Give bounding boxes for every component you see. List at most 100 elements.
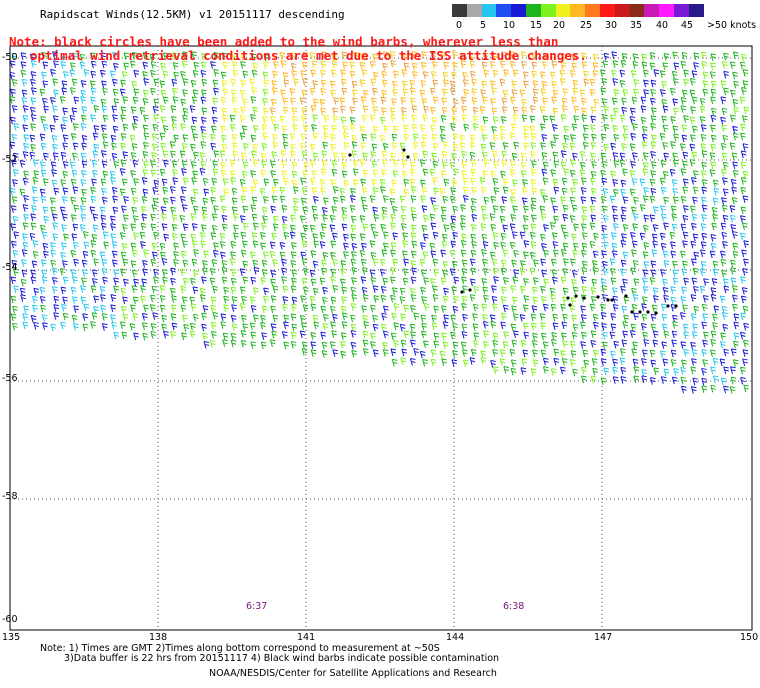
wind-barb bbox=[299, 97, 306, 105]
wind-barb bbox=[411, 105, 418, 113]
wind-barb bbox=[583, 78, 589, 87]
wind-barb bbox=[551, 269, 558, 278]
wind-barb bbox=[71, 52, 78, 61]
wind-barb bbox=[402, 240, 408, 248]
wind-barb bbox=[510, 96, 516, 105]
wind-barb bbox=[382, 349, 389, 357]
wind-barb bbox=[340, 105, 346, 114]
wind-barb bbox=[330, 133, 336, 142]
wind-barb bbox=[182, 259, 189, 268]
wind-barb bbox=[259, 232, 266, 240]
wind-barb bbox=[701, 303, 708, 312]
wind-barb bbox=[680, 168, 687, 176]
wind-barb bbox=[101, 313, 108, 321]
wind-barb bbox=[30, 97, 37, 105]
wind-barb bbox=[513, 141, 519, 150]
wind-barb bbox=[451, 286, 457, 294]
wind-barb bbox=[70, 269, 77, 277]
wind-barb bbox=[701, 367, 707, 376]
wind-barb bbox=[509, 169, 516, 177]
wind-barb bbox=[159, 168, 166, 177]
wind-barb bbox=[422, 114, 428, 122]
wind-barb bbox=[79, 205, 86, 213]
wind-barb bbox=[482, 151, 488, 160]
wind-barb bbox=[142, 151, 149, 159]
wind-barb bbox=[22, 124, 28, 132]
wind-barb bbox=[239, 286, 246, 295]
wind-barb bbox=[162, 125, 169, 133]
wind-barb bbox=[741, 115, 748, 123]
wind-barb bbox=[410, 276, 417, 285]
wind-barb bbox=[552, 205, 559, 214]
wind-barb bbox=[23, 134, 30, 142]
wind-barb bbox=[430, 124, 436, 133]
wind-barb bbox=[630, 323, 637, 332]
wind-barb bbox=[682, 260, 688, 269]
wind-barb bbox=[260, 341, 267, 350]
wind-barb bbox=[381, 70, 388, 79]
wind-barb bbox=[361, 133, 367, 142]
wind-barb bbox=[431, 116, 438, 125]
wind-barb bbox=[121, 305, 127, 314]
wind-barb bbox=[72, 142, 79, 151]
wind-barb bbox=[302, 124, 309, 132]
wind-barb bbox=[650, 323, 657, 332]
footer-note-2: 3)Data buffer is 22 hrs from 20151117 4)… bbox=[64, 653, 500, 664]
wind-barb bbox=[370, 151, 376, 159]
wind-barb bbox=[409, 357, 416, 366]
wind-barb bbox=[372, 106, 379, 114]
colorbar-label: 25 bbox=[580, 20, 593, 31]
wind-barb bbox=[521, 358, 527, 366]
wind-barb bbox=[233, 232, 239, 241]
wind-barb bbox=[512, 296, 518, 305]
wind-barb bbox=[201, 53, 207, 61]
wind-barb bbox=[610, 312, 616, 321]
wind-barb bbox=[240, 340, 247, 348]
wind-barb bbox=[130, 304, 136, 313]
wind-barb bbox=[91, 178, 97, 187]
wind-barb bbox=[483, 69, 490, 78]
wind-barb bbox=[482, 170, 488, 178]
wind-barb bbox=[192, 269, 199, 278]
wind-barb bbox=[142, 98, 149, 106]
wind-barb bbox=[531, 70, 538, 79]
wind-barb bbox=[280, 60, 287, 68]
wind-barb bbox=[150, 160, 156, 168]
wind-barb bbox=[272, 133, 278, 142]
wind-barb bbox=[662, 286, 669, 295]
wind-barb bbox=[709, 152, 716, 160]
wind-barb bbox=[301, 348, 308, 356]
wind-barb bbox=[530, 241, 537, 249]
wind-barb bbox=[230, 123, 236, 132]
wind-barb bbox=[30, 213, 36, 222]
wind-barb bbox=[43, 152, 49, 161]
wind-barb bbox=[620, 259, 627, 268]
wind-barb bbox=[110, 314, 116, 322]
wind-barb bbox=[269, 241, 276, 250]
wind-barb bbox=[143, 78, 149, 86]
wind-barb bbox=[633, 375, 639, 384]
wind-barb bbox=[60, 53, 67, 61]
wind-barb bbox=[331, 124, 337, 133]
wind-barb bbox=[360, 196, 367, 205]
wind-barb bbox=[543, 249, 549, 258]
wind-barb bbox=[341, 213, 348, 222]
wind-barb bbox=[512, 114, 519, 122]
wind-barb bbox=[210, 142, 217, 151]
wind-barb bbox=[470, 197, 477, 206]
wind-barb bbox=[141, 196, 148, 204]
wind-barb bbox=[342, 132, 349, 140]
wind-barb bbox=[700, 260, 707, 269]
wind-barb bbox=[90, 87, 97, 96]
wind-barb bbox=[351, 277, 357, 285]
wind-barb bbox=[12, 179, 18, 187]
wind-barb bbox=[52, 143, 58, 152]
wind-barb bbox=[271, 87, 278, 95]
wind-barb bbox=[213, 69, 219, 77]
wind-barb bbox=[400, 357, 406, 365]
wind-barb bbox=[421, 187, 428, 195]
wind-barb bbox=[572, 368, 578, 377]
wind-barb bbox=[171, 123, 178, 132]
wind-barb bbox=[80, 179, 87, 187]
wind-barb bbox=[51, 267, 58, 276]
